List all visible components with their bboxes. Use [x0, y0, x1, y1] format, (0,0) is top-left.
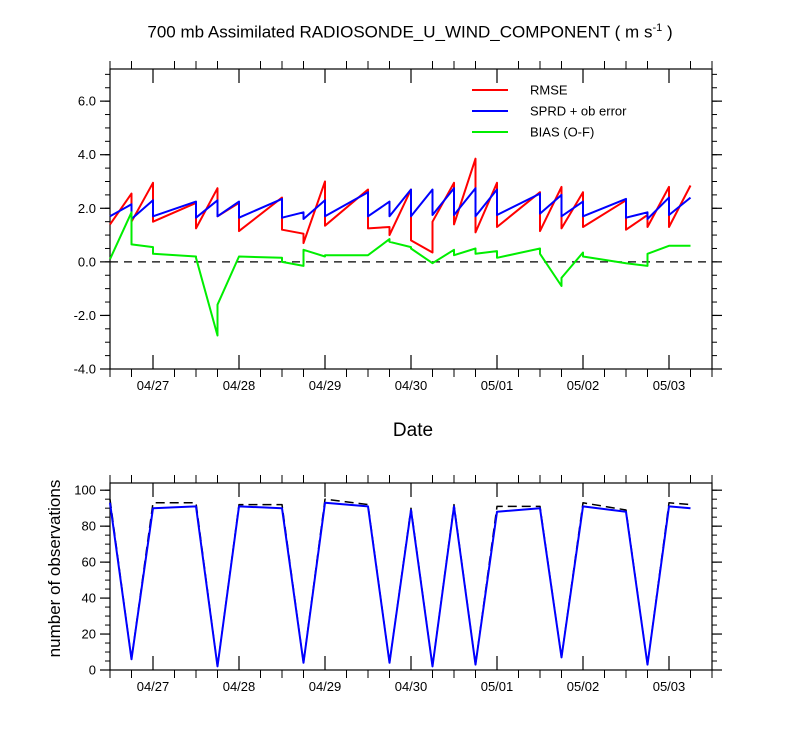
panel1-series-rmse: [109, 157, 692, 254]
panel2-x-tick-label: 04/27: [137, 679, 170, 694]
panel1-y-tick-label: 2.0: [78, 201, 96, 216]
panel2-x-tick-label: 04/29: [309, 679, 342, 694]
panel2-x-tick-label: 05/02: [567, 679, 600, 694]
panel2-x-tick-label: 04/28: [223, 679, 256, 694]
panel1-x-tick-label: 04/27: [137, 378, 170, 393]
panel1-series-bias-o-f-: [109, 211, 691, 337]
panel2-series-used: [109, 501, 691, 668]
panel1-x-tick-label: 04/30: [395, 378, 428, 393]
panel1-y-tick-label: 0.0: [78, 254, 96, 269]
panel1-x-tick-label: 05/01: [481, 378, 514, 393]
panel2-x-tick-label: 05/01: [481, 679, 514, 694]
panel2-y-tick-label: 100: [74, 483, 96, 498]
chart-title-tail: ): [662, 22, 673, 42]
panel1-y-tick-label: 4.0: [78, 147, 96, 162]
chart-title-main: 700 mb Assimilated RADIOSONDE_U_WIND_COM…: [147, 22, 653, 42]
chart-title: 700 mb Assimilated RADIOSONDE_U_WIND_COM…: [0, 22, 800, 43]
panel2-y-tick-label: 0: [89, 663, 96, 678]
panel1-x-tick-label: 05/02: [567, 378, 600, 393]
panel1-legend-label: BIAS (O-F): [530, 125, 594, 140]
panel2-y-tick-label: 80: [82, 519, 96, 534]
panel2-x-tick-label: 05/03: [653, 679, 686, 694]
panel1-legend-label: RMSE: [530, 83, 568, 98]
panel2-y-tick-label: 20: [82, 627, 96, 642]
panel1-y-tick-label: -2.0: [74, 308, 96, 323]
panel1-x-axis-title: Date: [393, 420, 433, 441]
panel2-x-tick-label: 04/30: [395, 679, 428, 694]
panel1-x-tick-label: 05/03: [653, 378, 686, 393]
panel1-x-tick-label: 04/29: [309, 378, 342, 393]
panel1-x-tick-label: 04/28: [223, 378, 256, 393]
panel1-y-tick-label: -4.0: [74, 362, 96, 377]
panel2-y-axis-title: number of observations: [45, 480, 64, 658]
panel2-series-possible: [109, 498, 691, 668]
panel1-y-tick-label: 6.0: [78, 94, 96, 109]
panel2-y-tick-label: 60: [82, 555, 96, 570]
panel2-y-tick-label: 40: [82, 591, 96, 606]
panel1-series-sprd-ob-error: [109, 187, 692, 220]
panel1-legend-label: SPRD + ob error: [530, 104, 627, 119]
chart-title-superscript: -1: [652, 22, 663, 34]
